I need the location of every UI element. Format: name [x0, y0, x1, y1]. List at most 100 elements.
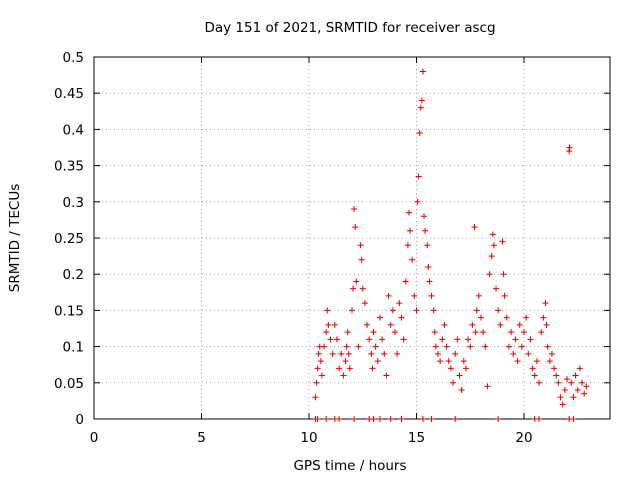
data-point: [414, 198, 421, 205]
data-point: [551, 365, 558, 372]
data-point: [527, 336, 534, 343]
data-point: [329, 350, 336, 357]
data-point: [428, 292, 435, 299]
data-point: [314, 365, 321, 372]
data-point: [313, 379, 320, 386]
data-point: [353, 278, 360, 285]
data-point: [581, 390, 588, 397]
data-point: [432, 343, 439, 350]
data-point: [533, 358, 540, 365]
data-point: [317, 358, 324, 365]
data-point: [419, 68, 426, 75]
data-point: [426, 278, 433, 285]
x-tick-label: 20: [515, 430, 532, 446]
data-point: [576, 365, 583, 372]
data-point: [387, 416, 394, 422]
data-point: [462, 365, 469, 372]
data-point: [512, 336, 519, 343]
data-point: [369, 365, 376, 372]
data-point: [500, 271, 507, 278]
data-point: [568, 379, 575, 386]
data-point: [486, 271, 493, 278]
data-point: [415, 173, 422, 180]
y-tick-label: 0.35: [54, 159, 84, 175]
data-point: [465, 336, 472, 343]
data-point: [364, 321, 371, 328]
chart-title: Day 151 of 2021, SRMTID for receiver asc…: [204, 20, 495, 36]
data-point: [398, 314, 405, 321]
data-point: [499, 238, 506, 245]
x-tick-label: 5: [197, 430, 206, 446]
y-tick-label: 0.3: [63, 195, 84, 211]
y-tick-label: 0.5: [63, 50, 84, 66]
data-point: [325, 321, 332, 328]
data-point: [441, 321, 448, 328]
data-point: [413, 307, 420, 314]
data-point: [381, 350, 388, 357]
data-point: [510, 350, 517, 357]
data-point: [400, 336, 407, 343]
data-point: [458, 387, 465, 394]
data-point: [456, 372, 463, 379]
data-point: [389, 307, 396, 314]
y-axis-label: SRMTID / TECUs: [7, 184, 23, 292]
data-points: [312, 68, 590, 422]
data-point: [404, 242, 411, 249]
data-point: [435, 350, 441, 357]
data-point: [437, 358, 444, 365]
data-point: [472, 329, 479, 336]
plot-frame: [93, 56, 611, 420]
data-point: [368, 350, 375, 357]
data-point: [561, 387, 568, 394]
data-point: [331, 321, 338, 328]
data-point: [439, 336, 446, 343]
gridlines: [94, 57, 610, 419]
data-point: [394, 350, 401, 357]
data-point: [460, 358, 467, 365]
data-point: [564, 376, 570, 383]
data-point: [376, 416, 383, 422]
data-point: [553, 372, 560, 379]
data-point: [402, 278, 409, 285]
data-point: [574, 387, 581, 394]
data-point: [379, 336, 386, 343]
y-tick-label: 0: [75, 412, 84, 428]
data-point: [514, 358, 521, 365]
data-point: [566, 144, 573, 151]
y-tick-label: 0.2: [63, 267, 84, 283]
data-point: [529, 365, 536, 372]
data-point: [361, 300, 368, 307]
data-point: [350, 285, 357, 292]
data-point: [327, 336, 334, 343]
data-point: [495, 416, 502, 422]
data-point: [417, 104, 424, 111]
data-point: [425, 263, 432, 270]
data-point: [548, 350, 555, 357]
data-point: [452, 350, 459, 357]
data-point: [405, 209, 412, 216]
data-point: [493, 285, 500, 292]
data-point: [521, 329, 527, 336]
data-point: [544, 343, 551, 350]
data-point: [559, 401, 566, 408]
axis-ticks: 0 0.05 0.1 0.15 0.2 0.25 0.3 0.35 0.4 0.45 0.5 0 5 10…: [54, 50, 610, 446]
data-point: [346, 365, 353, 372]
data-point: [503, 314, 510, 321]
data-point: [443, 343, 450, 350]
data-point: [358, 256, 365, 263]
data-point: [428, 416, 435, 422]
data-point: [490, 242, 497, 249]
data-point: [523, 314, 530, 321]
data-point: [323, 329, 330, 336]
data-point: [482, 343, 489, 350]
data-point: [342, 358, 349, 365]
data-point: [473, 307, 480, 314]
data-point: [351, 416, 358, 422]
data-point: [421, 213, 428, 220]
data-point: [518, 343, 525, 350]
data-point: [352, 224, 359, 231]
data-point: [450, 379, 457, 386]
data-point: [336, 416, 343, 422]
data-point: [475, 292, 482, 299]
data-point: [343, 343, 350, 350]
